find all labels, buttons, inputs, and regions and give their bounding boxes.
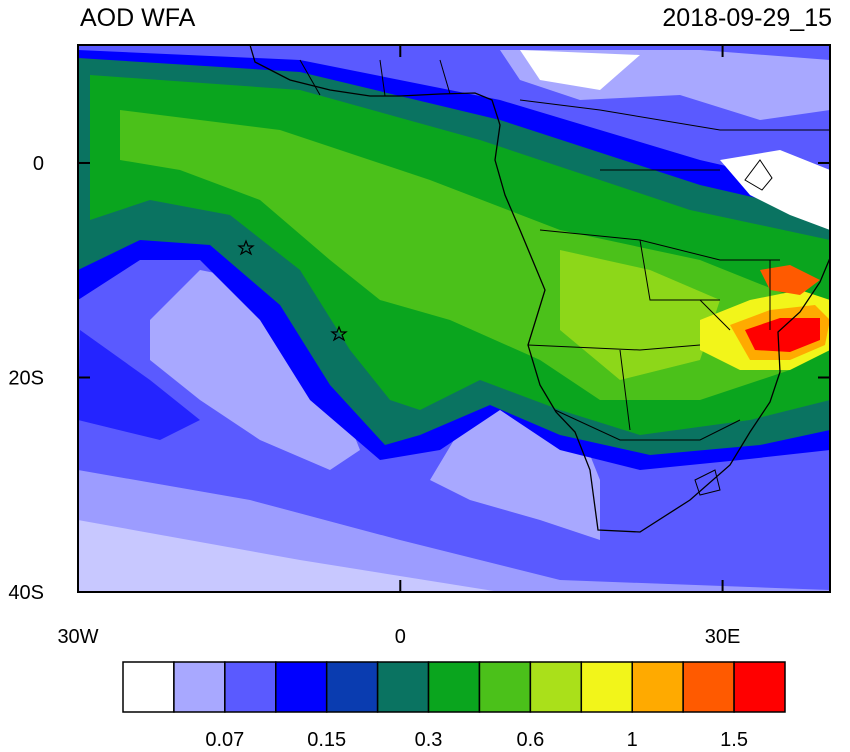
colorbar-box <box>478 661 532 713</box>
map-field <box>78 45 830 592</box>
map-date: 2018-09-29_15 <box>662 4 832 32</box>
colorbar-box <box>122 661 175 713</box>
colorbar-box <box>275 661 328 713</box>
colorbar-box <box>529 661 583 713</box>
colorbar-box <box>733 661 786 713</box>
colorbar-box <box>427 661 481 713</box>
y-tick-label: 40S <box>8 582 44 604</box>
colorbar-box <box>580 661 633 713</box>
axes: 30W 0 30E 0 20S 40S <box>8 45 830 648</box>
x-tick-label: 0 <box>395 626 406 648</box>
colorbar-label: 1 <box>627 729 638 747</box>
colorbar-box <box>376 661 430 713</box>
colorbar-label: 0.3 <box>415 729 443 747</box>
colorbar-label: 0.07 <box>205 729 244 747</box>
colorbar-box <box>631 661 684 713</box>
y-tick-label: 20S <box>8 367 44 389</box>
y-tick-label: 0 <box>33 153 44 175</box>
x-tick-label: 30W <box>57 626 98 648</box>
colorbar-label: 0.15 <box>307 729 346 747</box>
colorbar-box <box>325 661 379 713</box>
colorbar: 0.07 0.15 0.3 0.6 1 1.5 <box>122 661 786 751</box>
colorbar-box <box>173 661 226 713</box>
colorbar-label: 1.5 <box>720 729 748 747</box>
colorbar-box <box>682 661 735 713</box>
colorbar-label: 0.6 <box>516 729 544 747</box>
x-tick-label: 30E <box>705 626 741 648</box>
colorbar-box <box>224 661 277 713</box>
map-title: AOD WFA <box>80 4 196 32</box>
map-frame <box>77 44 831 593</box>
